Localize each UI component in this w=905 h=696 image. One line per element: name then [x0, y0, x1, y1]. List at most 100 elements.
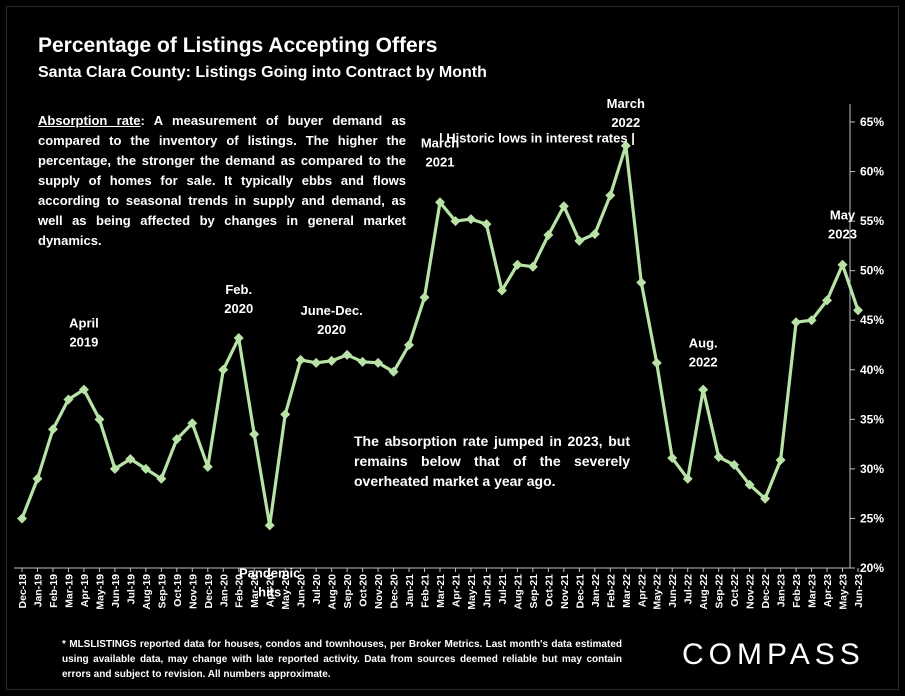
- data-point: [667, 452, 678, 463]
- x-tick-label: Jan-20: [218, 574, 230, 607]
- data-point: [388, 366, 399, 377]
- x-tick-label: Dec-22: [760, 574, 772, 609]
- x-tick-label: Jun-20: [296, 574, 308, 608]
- description-body: : A measurement of buyer demand as compa…: [38, 113, 406, 248]
- x-tick-label: Jun-22: [667, 574, 679, 608]
- data-point: [404, 340, 415, 350]
- data-point: [729, 459, 740, 470]
- data-point: [822, 295, 833, 306]
- data-point: [853, 305, 863, 316]
- x-tick-label: May-22: [652, 574, 664, 610]
- data-point: [651, 357, 662, 368]
- y-tick-label: 40%: [860, 363, 884, 377]
- x-tick-label: Sep-21: [528, 574, 540, 609]
- chart-title: Percentage of Listings Accepting Offers: [38, 34, 438, 57]
- data-point: [156, 473, 167, 484]
- x-tick-label: Aug-22: [698, 574, 710, 610]
- x-tick-label: Sep-20: [342, 574, 354, 609]
- y-tick-label: 45%: [860, 313, 884, 327]
- x-tick-label: Dec-21: [574, 574, 586, 609]
- annotation-label: hits: [258, 584, 281, 599]
- description-text: Absorption rate: A measurement of buyer …: [38, 111, 406, 251]
- x-tick-label: Apr-19: [79, 574, 91, 607]
- x-tick-label: May-19: [94, 574, 106, 610]
- y-tick-label: 65%: [860, 115, 884, 129]
- x-tick-label: Aug-19: [141, 574, 153, 610]
- x-tick-label: Jul-19: [125, 574, 137, 605]
- chart-frame: [6, 6, 899, 690]
- x-tick-label: Sep-19: [156, 574, 168, 609]
- x-tick-label: Nov-22: [745, 574, 757, 609]
- data-point: [558, 201, 569, 212]
- x-tick-label: Jul-21: [497, 574, 509, 605]
- data-point: [775, 454, 786, 465]
- x-tick-label: Mar-22: [621, 574, 633, 608]
- data-point: [481, 219, 492, 230]
- x-tick-label: Feb-21: [420, 574, 432, 608]
- annotation-label: | Historic lows in interest rates |: [439, 130, 635, 145]
- data-point: [202, 461, 213, 472]
- y-tick-label: 55%: [860, 214, 884, 228]
- x-tick-label: Apr-22: [636, 574, 648, 607]
- data-point: [357, 356, 368, 367]
- data-point: [32, 473, 43, 484]
- annotation-label: Pandemic: [239, 565, 300, 580]
- data-point: [249, 429, 260, 440]
- data-point: [435, 197, 445, 208]
- data-point: [760, 493, 771, 504]
- data-point: [109, 463, 120, 474]
- x-tick-label: Feb-23: [791, 574, 803, 608]
- data-point: [543, 229, 554, 240]
- x-tick-label: Nov-19: [187, 574, 199, 609]
- data-point: [465, 214, 476, 225]
- data-point: [713, 451, 724, 462]
- x-tick-label: Mar-19: [63, 574, 75, 608]
- annotation-label: 2020: [317, 322, 346, 337]
- data-point: [636, 277, 647, 288]
- chart-subtitle: Santa Clara County: Listings Going into …: [38, 64, 487, 81]
- annotation-label: 2023: [828, 227, 857, 242]
- x-tick-label: May-20: [280, 574, 292, 610]
- x-tick-label: Mar-23: [807, 574, 819, 608]
- annotation-label: June-Dec.: [301, 303, 363, 318]
- y-tick-label: 60%: [860, 165, 884, 179]
- data-point: [342, 349, 353, 360]
- x-tick-label: Jun-21: [481, 574, 493, 608]
- x-tick-label: Mar-20: [249, 574, 261, 608]
- annotation-label: 2019: [69, 335, 98, 350]
- x-tick-label: Aug-20: [327, 574, 339, 610]
- footnote: * MLSLISTINGS reported data for houses, …: [62, 639, 622, 680]
- data-point: [140, 463, 151, 474]
- x-tick-label: Feb-20: [234, 574, 246, 608]
- x-tick-label: Aug-21: [512, 574, 524, 610]
- data-point: [47, 424, 58, 435]
- y-tick-label: 35%: [860, 412, 884, 426]
- x-tick-label: Oct-22: [729, 574, 741, 607]
- data-point: [806, 315, 817, 326]
- data-point: [280, 409, 291, 420]
- y-tick-label: 25%: [860, 511, 884, 525]
- x-tick-label: May-23: [838, 574, 850, 610]
- data-point: [527, 261, 538, 272]
- data-point: [791, 317, 802, 328]
- x-tick-label: Jun-23: [853, 574, 865, 608]
- data-point: [496, 285, 507, 296]
- data-point: [605, 190, 616, 201]
- x-tick-label: Jan-22: [590, 574, 602, 607]
- data-point: [187, 418, 198, 429]
- annotation-label: March: [607, 96, 645, 111]
- x-tick-label: Jan-23: [776, 574, 788, 607]
- y-tick-label: 20%: [860, 561, 884, 575]
- data-point: [125, 453, 136, 464]
- data-point: [574, 235, 585, 246]
- annotation-label: 2021: [426, 154, 455, 169]
- annotation-label: Aug.: [689, 336, 718, 351]
- data-point: [589, 228, 600, 239]
- data-point: [837, 259, 848, 270]
- data-point: [264, 520, 275, 531]
- x-tick-label: Jan-19: [32, 574, 44, 607]
- annotation-label: 2020: [224, 301, 253, 316]
- x-tick-label: Dec-18: [17, 574, 29, 609]
- x-tick-label: Jul-20: [311, 574, 323, 605]
